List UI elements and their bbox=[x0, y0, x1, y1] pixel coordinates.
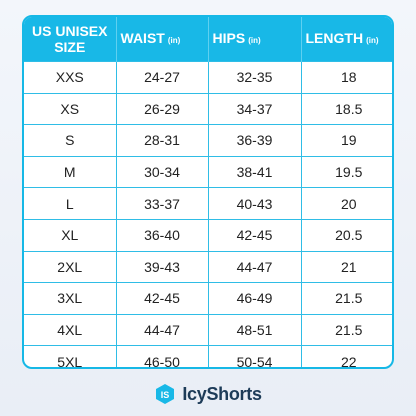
cell-waist: 33-37 bbox=[116, 187, 209, 220]
logo-initials: IS bbox=[161, 390, 170, 400]
table-row: XXS 24-27 32-35 18 bbox=[24, 61, 392, 94]
table-row: 5XL 46-50 50-54 22 bbox=[24, 345, 392, 367]
header-length: LENGTH (in) bbox=[301, 17, 392, 62]
cell-length: 18 bbox=[301, 61, 392, 94]
cell-size: XS bbox=[24, 92, 117, 125]
cell-size: 2XL bbox=[24, 250, 117, 283]
icyshorts-logo-icon: IS bbox=[154, 383, 176, 405]
cell-waist: 39-43 bbox=[116, 250, 209, 283]
cell-size: XXS bbox=[24, 61, 117, 94]
cell-length: 19 bbox=[301, 124, 392, 157]
cell-length: 20 bbox=[301, 187, 392, 220]
cell-length: 19.5 bbox=[301, 155, 392, 188]
cell-size: 4XL bbox=[24, 313, 117, 346]
cell-waist: 42-45 bbox=[116, 282, 209, 315]
cell-waist: 24-27 bbox=[116, 61, 209, 94]
table-row: 3XL 42-45 46-49 21.5 bbox=[24, 282, 392, 315]
header-length-label: LENGTH bbox=[305, 29, 364, 46]
header-size: US UNISEX SIZE bbox=[24, 17, 117, 62]
cell-hips: 42-45 bbox=[208, 218, 302, 252]
cell-size: S bbox=[24, 124, 117, 157]
header-size-label: US UNISEX SIZE bbox=[32, 23, 108, 55]
cell-waist: 28-31 bbox=[116, 124, 209, 157]
cell-waist: 44-47 bbox=[116, 313, 209, 346]
cell-size: 3XL bbox=[24, 282, 117, 315]
cell-waist: 26-29 bbox=[116, 92, 209, 125]
cell-length: 21 bbox=[301, 250, 392, 283]
size-table: US UNISEX SIZE WAIST (in) HIPS (in) LENGTH… bbox=[24, 17, 392, 367]
cell-waist: 46-50 bbox=[116, 345, 209, 367]
cell-hips: 32-35 bbox=[208, 61, 302, 94]
cell-hips: 34-37 bbox=[208, 92, 302, 125]
cell-hips: 44-47 bbox=[208, 250, 302, 283]
cell-length: 18.5 bbox=[301, 92, 392, 125]
cell-hips: 46-49 bbox=[208, 282, 302, 315]
header-waist: WAIST (in) bbox=[116, 17, 209, 62]
cell-waist: 36-40 bbox=[116, 218, 209, 252]
cell-waist: 30-34 bbox=[116, 155, 209, 188]
header-waist-label: WAIST bbox=[120, 29, 165, 46]
brand-name: IcyShorts bbox=[182, 383, 262, 404]
cell-length: 22 bbox=[301, 345, 392, 367]
table-row: S 28-31 36-39 19 bbox=[24, 124, 392, 157]
cell-length: 21.5 bbox=[301, 313, 392, 346]
cell-size: 5XL bbox=[24, 345, 117, 367]
header-waist-unit: (in) bbox=[167, 35, 181, 45]
cell-hips: 36-39 bbox=[208, 124, 302, 157]
table-row: L 33-37 40-43 20 bbox=[24, 187, 392, 220]
header-hips: HIPS (in) bbox=[208, 17, 302, 62]
header-hips-unit: (in) bbox=[248, 35, 261, 45]
table-body: XXS 24-27 32-35 18 XS 26-29 34-37 18.5 S… bbox=[24, 61, 392, 367]
cell-hips: 40-43 bbox=[208, 187, 302, 220]
table-row: 2XL 39-43 44-47 21 bbox=[24, 250, 392, 283]
header-length-unit: (in) bbox=[366, 35, 379, 45]
table-row: M 30-34 38-41 19.5 bbox=[24, 155, 392, 188]
cell-hips: 50-54 bbox=[208, 345, 302, 367]
cell-length: 20.5 bbox=[301, 218, 392, 252]
header-hips-label: HIPS bbox=[212, 29, 246, 46]
cell-size: M bbox=[24, 155, 117, 188]
cell-size: L bbox=[24, 187, 117, 220]
cell-hips: 48-51 bbox=[208, 313, 302, 346]
table-row: 4XL 44-47 48-51 21.5 bbox=[24, 313, 392, 346]
size-chart-table: US UNISEX SIZE WAIST (in) HIPS (in) LENGTH… bbox=[22, 15, 394, 369]
table-header: US UNISEX SIZE WAIST (in) HIPS (in) LENGTH… bbox=[24, 17, 392, 62]
table-row: XS 26-29 34-37 18.5 bbox=[24, 92, 392, 125]
cell-size: XL bbox=[24, 218, 117, 252]
brand-logo: IS IcyShorts bbox=[0, 381, 416, 407]
cell-length: 21.5 bbox=[301, 282, 392, 315]
cell-hips: 38-41 bbox=[208, 155, 302, 188]
table-row: XL 36-40 42-45 20.5 bbox=[24, 218, 392, 252]
